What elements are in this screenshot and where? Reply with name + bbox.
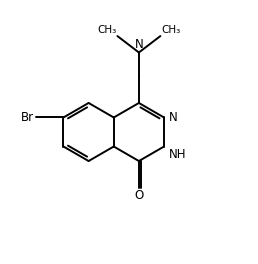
- Text: N: N: [134, 38, 143, 51]
- Text: CH₃: CH₃: [97, 25, 116, 35]
- Text: Br: Br: [21, 111, 34, 124]
- Text: NH: NH: [168, 148, 186, 161]
- Text: CH₃: CH₃: [161, 25, 181, 35]
- Text: N: N: [168, 111, 177, 124]
- Text: O: O: [134, 189, 143, 202]
